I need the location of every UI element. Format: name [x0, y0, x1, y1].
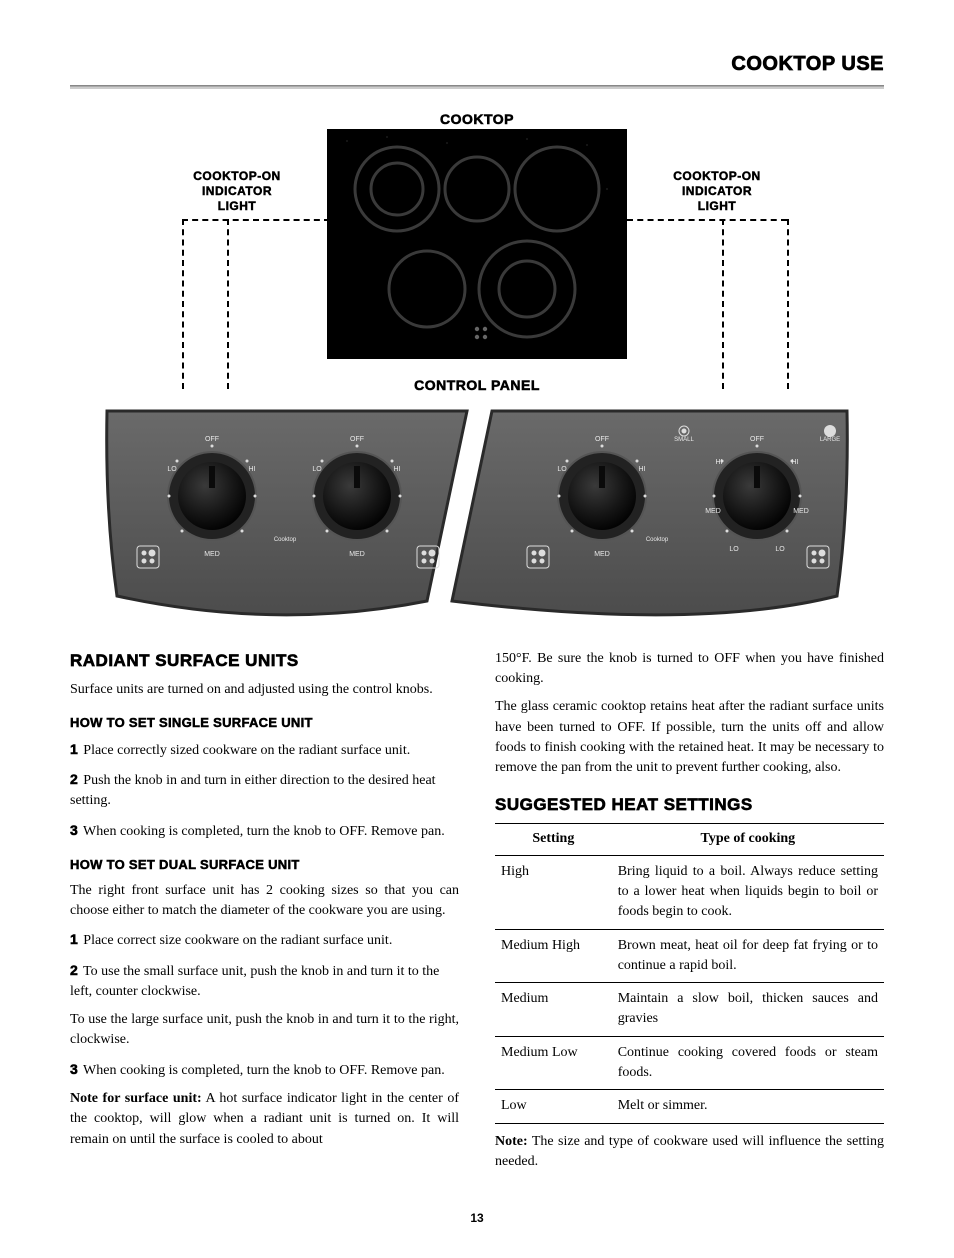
right-column: 150°F. Be sure the knob is turned to OFF…	[495, 649, 884, 1180]
indicator-text: INDICATOR	[682, 184, 752, 198]
dashed-leader	[627, 219, 787, 221]
table-cell: Low	[495, 1090, 612, 1123]
list-item: 2 To use the small surface unit, push th…	[70, 960, 459, 1003]
dashed-leader	[182, 219, 184, 389]
cooktop-heading: COOKTOP	[97, 109, 857, 129]
step-text: Place correctly sized cookware on the ra…	[83, 743, 410, 758]
control-panel-icon: OFF LO HI MED OFF LO HI MED OFF LO HI MED O…	[97, 401, 857, 621]
svg-text:MED: MED	[793, 508, 809, 515]
indicator-text: COOKTOP-ON	[673, 169, 760, 183]
svg-text:LO: LO	[167, 466, 177, 473]
table-header: Setting	[495, 824, 612, 855]
svg-text:LARGE: LARGE	[820, 437, 840, 443]
svg-text:Cooktop: Cooktop	[646, 537, 669, 543]
svg-text:LO: LO	[775, 546, 785, 553]
indicator-text: INDICATOR	[202, 184, 272, 198]
single-unit-heading: HOW TO SET SINGLE SURFACE UNIT	[70, 714, 459, 733]
dashed-leader	[227, 219, 229, 389]
note-label: Note for surface unit:	[70, 1091, 202, 1106]
svg-text:MED: MED	[204, 551, 220, 558]
step-text: Push the knob in and turn in either dire…	[70, 773, 436, 808]
table-cell: High	[495, 855, 612, 929]
table-cell: Maintain a slow boil, thicken sauces and…	[612, 983, 884, 1037]
svg-text:HI: HI	[249, 466, 256, 473]
indicator-label-left: COOKTOP-ON INDICATOR LIGHT	[157, 169, 317, 214]
table-row: Medium LowContinue cooking covered foods…	[495, 1036, 884, 1090]
table-row: LowMelt or simmer.	[495, 1090, 884, 1123]
note-body: The size and type of cookware used will …	[495, 1134, 884, 1169]
cooktop-diagram: COOKTOP COOKTOP-ON INDICATOR LIGHT	[70, 109, 884, 621]
table-row: MediumMaintain a slow boil, thicken sauc…	[495, 983, 884, 1037]
dual-unit-heading: HOW TO SET DUAL SURFACE UNIT	[70, 856, 459, 875]
table-cell: Medium High	[495, 929, 612, 983]
step-text: To use the small surface unit, push the …	[70, 964, 439, 999]
svg-text:MED: MED	[705, 508, 721, 515]
table-row: Medium HighBrown meat, heat oil for deep…	[495, 929, 884, 983]
table-cell: Continue cooking covered foods or steam …	[612, 1036, 884, 1090]
list-item: 3 When cooking is completed, turn the kn…	[70, 1059, 459, 1081]
step-text: Place correct size cookware on the radia…	[83, 933, 392, 948]
body-text: Surface units are turned on and adjusted…	[70, 680, 459, 700]
svg-text:MED: MED	[349, 551, 365, 558]
page-title: COOKTOP USE	[70, 50, 884, 79]
body-text: The glass ceramic cooktop retains heat a…	[495, 697, 884, 778]
dashed-leader	[182, 219, 330, 221]
list-item: 1 Place correct size cookware on the rad…	[70, 929, 459, 951]
svg-text:LO: LO	[557, 466, 567, 473]
indicator-text: LIGHT	[698, 199, 737, 213]
svg-text:HI: HI	[394, 466, 401, 473]
note-label: Note:	[495, 1134, 528, 1149]
svg-text:SMALL: SMALL	[674, 437, 694, 443]
suggested-heat-heading: SUGGESTED HEAT SETTINGS	[495, 793, 884, 818]
body-text: To use the large surface unit, push the …	[70, 1010, 459, 1051]
dashed-leader	[787, 219, 789, 389]
list-item: 1 Place correctly sized cookware on the …	[70, 739, 459, 761]
body-text: 150°F. Be sure the knob is turned to OFF…	[495, 649, 884, 690]
svg-text:OFF: OFF	[750, 436, 764, 443]
indicator-text: COOKTOP-ON	[193, 169, 280, 183]
svg-text:OFF: OFF	[205, 436, 219, 443]
table-row: HighBring liquid to a boil. Always reduc…	[495, 855, 884, 929]
svg-text:HI: HI	[716, 459, 723, 466]
body-text: The right front surface unit has 2 cooki…	[70, 881, 459, 922]
svg-text:LO: LO	[312, 466, 322, 473]
indicator-text: LIGHT	[218, 199, 257, 213]
svg-text:MED: MED	[594, 551, 610, 558]
svg-text:OFF: OFF	[350, 436, 364, 443]
svg-text:HI: HI	[639, 466, 646, 473]
table-header: Type of cooking	[612, 824, 884, 855]
table-cell: Bring liquid to a boil. Always reduce se…	[612, 855, 884, 929]
table-cell: Medium Low	[495, 1036, 612, 1090]
step-text: When cooking is completed, turn the knob…	[83, 1063, 445, 1078]
svg-text:Cooktop: Cooktop	[274, 537, 297, 543]
heat-settings-table: Setting Type of cooking HighBring liquid…	[495, 823, 884, 1123]
cooktop-surface-icon	[327, 129, 627, 359]
dashed-leader	[722, 219, 724, 389]
control-panel-heading: CONTROL PANEL	[97, 375, 857, 395]
header-rule	[70, 85, 884, 89]
page-number: 13	[70, 1210, 884, 1227]
radiant-units-heading: RADIANT SURFACE UNITS	[70, 649, 459, 674]
list-item: 3 When cooking is completed, turn the kn…	[70, 820, 459, 842]
table-cell: Brown meat, heat oil for deep fat frying…	[612, 929, 884, 983]
indicator-label-right: COOKTOP-ON INDICATOR LIGHT	[637, 169, 797, 214]
svg-text:OFF: OFF	[595, 436, 609, 443]
table-cell: Medium	[495, 983, 612, 1037]
svg-text:HI: HI	[792, 459, 799, 466]
svg-text:LO: LO	[729, 546, 739, 553]
body-text: Note: The size and type of cookware used…	[495, 1132, 884, 1173]
step-text: When cooking is completed, turn the knob…	[83, 824, 445, 839]
body-text: Note for surface unit: A hot surface ind…	[70, 1089, 459, 1150]
table-cell: Melt or simmer.	[612, 1090, 884, 1123]
left-column: RADIANT SURFACE UNITS Surface units are …	[70, 649, 459, 1180]
list-item: 2 Push the knob in and turn in either di…	[70, 769, 459, 812]
